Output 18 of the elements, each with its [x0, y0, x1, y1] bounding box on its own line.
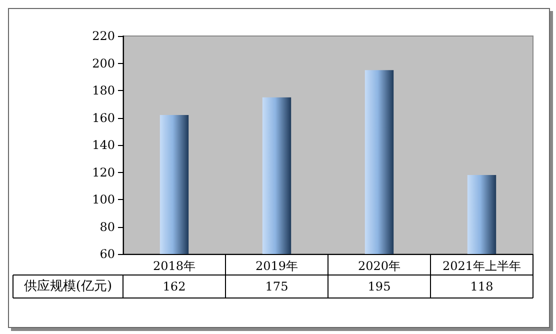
y-tick-label: 220 — [92, 29, 115, 43]
x-tick-label: 2021年上半年 — [442, 259, 522, 273]
x-tick-label: 2019年 — [255, 259, 298, 273]
data-label: 118 — [470, 280, 494, 294]
data-label: 195 — [368, 280, 391, 294]
y-tick-label: 60 — [100, 247, 115, 261]
legend-label: 供应规模(亿元) — [24, 278, 112, 294]
data-label: 175 — [265, 280, 288, 294]
y-tick-label: 120 — [92, 165, 115, 180]
y-tick-label: 100 — [92, 192, 115, 206]
x-tick-label: 2018年 — [152, 259, 196, 273]
y-tick-label: 160 — [92, 110, 115, 125]
y-tick-label: 80 — [100, 220, 115, 234]
x-tick-label: 2020年 — [358, 259, 401, 273]
y-tick-label: 180 — [92, 84, 115, 98]
y-tick-label: 200 — [92, 56, 115, 70]
data-label: 162 — [162, 280, 186, 294]
y-tick-label: 140 — [92, 138, 115, 152]
